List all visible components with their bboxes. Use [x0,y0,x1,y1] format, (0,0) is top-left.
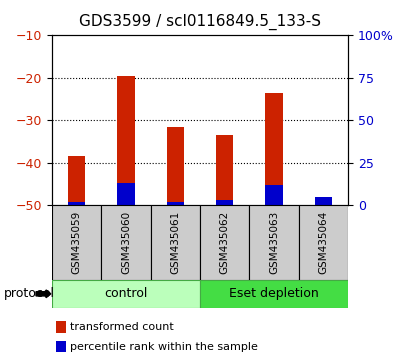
Bar [216,135,233,205]
Bar [52,205,101,280]
Bar [265,93,283,205]
Text: protocol: protocol [4,287,55,300]
Bar [315,199,332,205]
Text: GSM435064: GSM435064 [318,211,328,274]
Text: GSM435060: GSM435060 [121,211,131,274]
Text: Eset depletion: Eset depletion [229,287,319,300]
Bar [101,205,151,280]
Text: GSM435063: GSM435063 [269,211,279,274]
Bar [117,76,135,205]
Bar [315,197,332,205]
Bar [68,156,85,205]
Bar [167,202,184,205]
Bar [151,205,200,280]
Text: transformed count: transformed count [70,322,174,332]
Bar [200,205,249,280]
Text: percentile rank within the sample: percentile rank within the sample [70,342,258,352]
Bar [216,200,233,205]
Text: GDS3599 / scl0116849.5_133-S: GDS3599 / scl0116849.5_133-S [79,14,321,30]
Bar [117,183,135,205]
Bar [52,280,200,308]
Text: GSM435059: GSM435059 [72,211,82,274]
Bar [68,202,85,205]
Bar [167,127,184,205]
Bar [200,280,348,308]
Bar [249,205,299,280]
Text: GSM435061: GSM435061 [170,211,180,274]
Text: control: control [104,287,148,300]
Text: GSM435062: GSM435062 [220,211,230,274]
Bar [299,205,348,280]
Bar [265,185,283,205]
